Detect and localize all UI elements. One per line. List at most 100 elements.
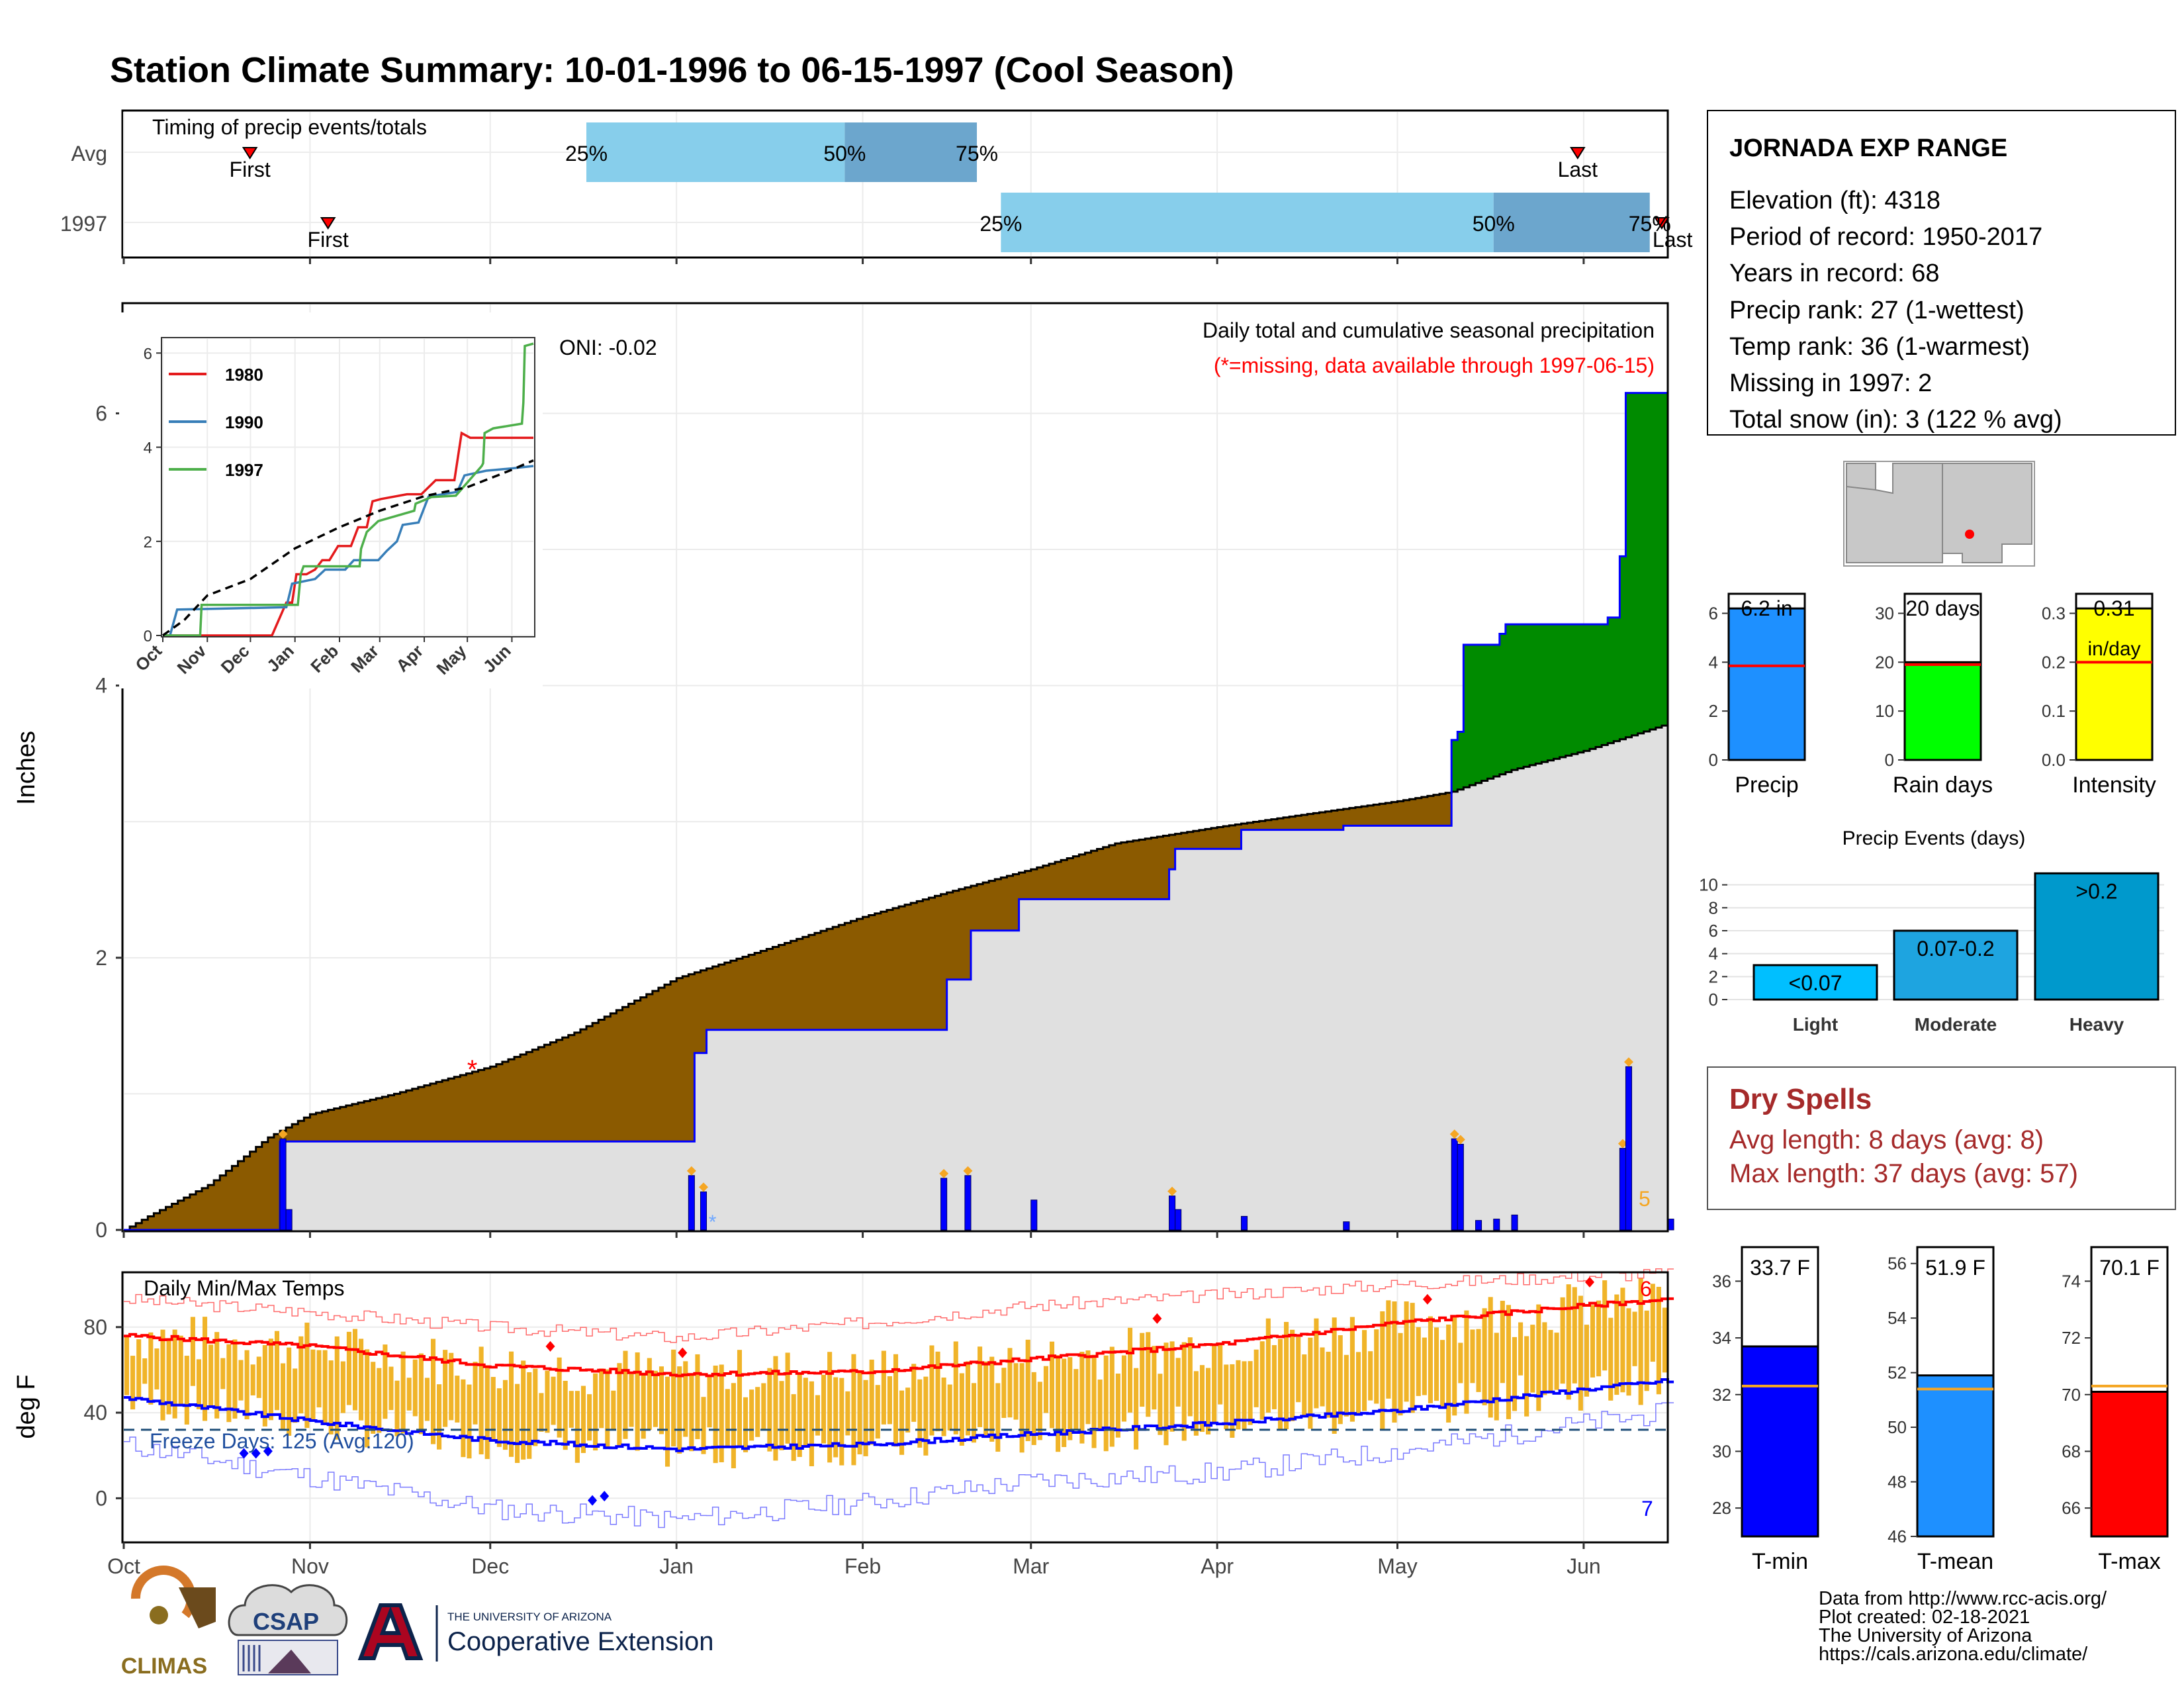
daily-temp-bar [172,1329,177,1419]
daily-temp-bar [1001,1368,1007,1418]
daily-temp-bar [1446,1324,1451,1423]
daily-temp-bar [502,1380,508,1450]
daily-temp-bar [1596,1300,1602,1377]
inset-series-line [163,465,534,637]
daily-temp-bar [1608,1317,1614,1401]
daily-temp-bar [1386,1300,1391,1399]
daily-temp-bar [455,1376,460,1423]
temp-panel-label: Daily Min/Max Temps [144,1276,344,1300]
daily-temp-bar [791,1394,796,1461]
main-y-tick-label: 0 [95,1218,107,1242]
daily-temp-bar [449,1352,454,1421]
daily-temp-bar [923,1376,929,1456]
timing-row-1997-label: 1997 [60,212,107,236]
daily-temp-bar [833,1377,839,1458]
daily-temp-bar [1470,1329,1475,1383]
ua-extension-text: Cooperative Extension [447,1627,713,1656]
daily-temp-bar [695,1354,700,1440]
events-category-label: Light [1793,1014,1838,1035]
temp-summary-chart-t-mean: 46 48 50 52 54 56 51.9 F T-mean [1888,1246,1995,1574]
month-tick-label: Dec [471,1554,509,1578]
daily-temp-bar [869,1359,874,1445]
daily-temp-bar [617,1363,622,1446]
daily-temp-bar [1416,1327,1421,1396]
daily-temp-bar [815,1395,821,1436]
daily-temp-bar [238,1360,244,1401]
events-category-label: Heavy [2070,1014,2124,1035]
daily-temp-bar [406,1378,412,1411]
daily-temp-bar [1512,1336,1518,1411]
missing-marker: * [709,1211,717,1233]
daily-temp-bar [268,1338,273,1421]
inset-legend-label: 1980 [225,365,263,385]
daily-temp-bar [1062,1358,1067,1447]
daily-precip-bar [940,1178,948,1231]
daily-temp-bar [1524,1336,1529,1417]
timing-panel: Timing of precip events/totals Avg 1997 … [60,109,1693,264]
daily-temp-bar [1049,1341,1055,1429]
daily-temp-bar [124,1336,130,1395]
inset-legend-label: 1997 [225,460,263,480]
daily-temp-bar [1662,1307,1667,1373]
daily-temp-bar [1103,1355,1109,1452]
daily-temp-bar [1476,1329,1481,1392]
daily-precip-bar [1493,1219,1500,1231]
locator-map [1843,461,2035,567]
inset-legend-label: 1990 [225,412,263,432]
station-info-box: JORNADA EXP RANGE Elevation (ft): 4318 P… [1707,110,2176,436]
daily-temp-bar [557,1357,562,1438]
temp-summary-value-label: 70.1 F [2099,1256,2160,1280]
daily-temp-bar [359,1338,364,1421]
inset-y-tick-label: 4 [144,440,152,457]
daily-temp-bar [496,1388,502,1447]
daily-temp-bar [346,1331,351,1405]
daily-temp-bar [1308,1337,1313,1429]
daily-temp-bar [845,1391,850,1436]
daily-temp-bar [1500,1301,1505,1383]
daily-temp-bar [1338,1335,1343,1425]
quartile-bar-light [1001,193,1494,252]
daily-temp-bar [875,1385,880,1439]
daily-temp-bar [154,1348,159,1390]
summary-y-tick-label: 10 [1875,701,1894,721]
daily-temp-bar [1536,1304,1541,1411]
daily-temp-bar [586,1394,592,1441]
temp-summary-y-tick-label: 48 [1888,1472,1907,1492]
daily-temp-bar [953,1341,958,1434]
precip-events-title: Precip Events (days) [1843,827,2026,849]
daily-precip-bar [1030,1199,1038,1231]
daily-precip-bar [279,1138,287,1231]
daily-temp-bar [1632,1311,1637,1366]
daily-temp-bar [743,1397,749,1452]
events-y-tick-label: 10 [1699,875,1718,895]
daily-temp-bar [214,1332,220,1419]
climas-sun [150,1606,168,1624]
record-high-marker [545,1340,555,1352]
temp-bars [124,1278,1667,1469]
daily-temp-bar [371,1362,376,1434]
daily-temp-bar [1458,1342,1463,1383]
daily-temp-bar [533,1368,538,1446]
daily-temp-bar [388,1366,394,1411]
temp-summary-y-tick-label: 46 [1888,1526,1907,1546]
daily-temp-bar [803,1378,808,1446]
csap-logo: CSAP [228,1584,348,1675]
daily-temp-bar [1452,1317,1457,1416]
oni-label: ONI: -0.02 [559,336,657,359]
month-tick-label: Oct [107,1554,140,1578]
summary-y-tick-label: 0.2 [2042,652,2066,672]
daily-temp-bar [1158,1374,1163,1435]
summary-chart-rain-days: 0 10 20 30 20 days Rain days [1875,592,1993,798]
events-y-tick-label: 4 [1709,944,1718,964]
daily-precip-bar [964,1175,972,1231]
daily-temp-bar [1566,1284,1571,1400]
daily-precip-bar [1240,1215,1248,1231]
daily-temp-bar [1242,1361,1247,1429]
daily-precip-bar [1343,1221,1350,1231]
daily-temp-bar [1488,1297,1493,1418]
yr-first-label: First [308,228,349,252]
events-bar-label: 0.07-0.2 [1917,937,1994,961]
daily-temp-bar [851,1354,856,1466]
daily-temp-bar [917,1379,923,1448]
